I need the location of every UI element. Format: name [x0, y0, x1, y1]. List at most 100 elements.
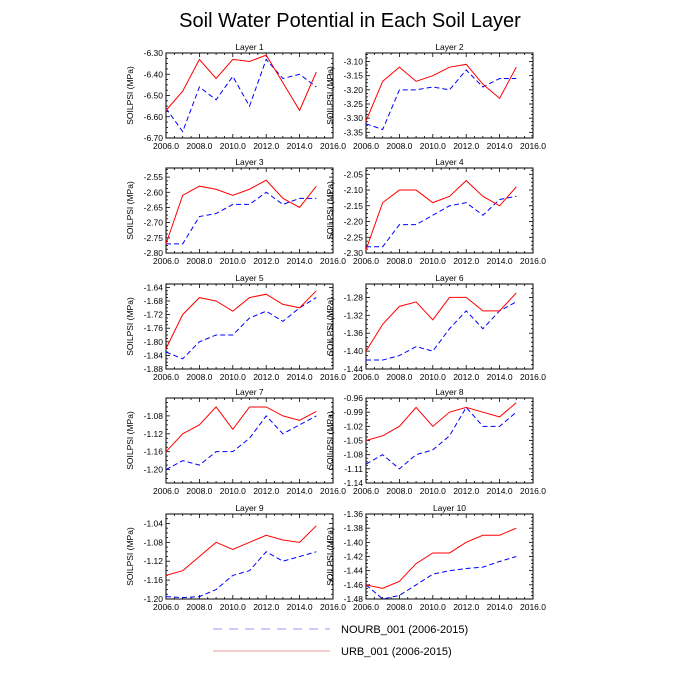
x-tick-label: 2016.0	[320, 141, 346, 151]
y-tick-label: -2.10	[344, 185, 364, 195]
series-line-nourb	[165, 415, 317, 471]
panel-title: Layer 8	[435, 387, 464, 397]
x-tick-label: 2012.0	[253, 602, 279, 612]
plot-frame	[365, 52, 534, 139]
panel-layer-1: Layer 1 2006.0 2008.0 2010.0 2012.0 2014.0 201…	[125, 42, 346, 151]
x-tick-label: 2010.0	[220, 141, 246, 151]
y-tick-label: -6.70	[144, 133, 164, 143]
series-line-nourb	[366, 195, 517, 248]
panel-title: Layer 4	[435, 157, 464, 167]
x-tick-label: 2014.0	[287, 141, 313, 151]
y-tick-label: -6.60	[144, 112, 164, 122]
x-tick-label: 2008.0	[186, 486, 212, 496]
y-tick-label: -2.20	[344, 217, 364, 227]
y-axis-label: SOILPSI (MPa)	[325, 66, 335, 125]
series-line-urb	[165, 290, 317, 349]
series-line-nourb	[366, 301, 517, 361]
y-axis-label: SOILPSI (MPa)	[125, 527, 135, 586]
y-tick-label: -1.14	[344, 478, 364, 488]
y-axis-label: SOILPSI (MPa)	[325, 527, 335, 586]
x-tick-label: 2014.0	[287, 602, 313, 612]
x-tick-label: 2014.0	[487, 141, 513, 151]
y-tick-label: -1.32	[344, 310, 364, 320]
y-tick-label: -1.08	[144, 411, 164, 421]
series-line-urb	[365, 179, 517, 251]
y-tick-label: -2.30	[344, 248, 364, 258]
y-tick-label: -1.08	[144, 537, 164, 547]
y-tick-label: -2.05	[344, 169, 364, 179]
y-tick-label: -1.46	[344, 580, 364, 590]
x-tick-label: 2008.0	[186, 256, 212, 266]
panel-title: Layer 7	[235, 387, 264, 397]
legend-nourb-label: NOURB_001 (2006-2015)	[341, 624, 468, 636]
panel-title: Layer 6	[435, 273, 464, 283]
x-tick-label: 2016.0	[320, 372, 346, 382]
plot-frame	[365, 513, 534, 600]
x-tick-label: 2010.0	[420, 372, 446, 382]
y-tick-label: -3.35	[344, 127, 364, 137]
panel-layer-4: Layer 4 2006.0 2008.0 2010.0 2012.0 2014.0 201…	[325, 157, 546, 266]
panel-layer-5: Layer 5 2006.0 2008.0 2010.0 2012.0 2014.0 201…	[125, 273, 346, 382]
x-tick-label: 2008.0	[386, 486, 412, 496]
panel-layer-3: Layer 3 2006.0 2008.0 2010.0 2012.0 2014.0 201…	[125, 157, 346, 266]
y-tick-label: -1.36	[344, 328, 364, 338]
plot-frame	[365, 397, 534, 484]
y-tick-label: -1.20	[144, 465, 164, 475]
y-tick-label: -6.30	[144, 48, 164, 58]
series-line-nourb	[165, 58, 317, 133]
y-tick-label: -1.40	[344, 346, 364, 356]
x-tick-label: 2014.0	[287, 486, 313, 496]
y-tick-label: -3.25	[344, 99, 364, 109]
series-line-urb	[165, 179, 317, 245]
y-axis-label: SOILPSI (MPa)	[125, 411, 135, 470]
x-tick-label: 2012.0	[453, 486, 479, 496]
y-tick-label: -1.04	[144, 518, 164, 528]
x-tick-label: 2012.0	[453, 141, 479, 151]
x-tick-label: 2008.0	[386, 256, 412, 266]
y-tick-label: -3.15	[344, 71, 364, 81]
plot-frame	[165, 397, 334, 484]
series-line-urb	[365, 63, 517, 122]
y-axis-label: SOILPSI (MPa)	[125, 66, 135, 125]
y-axis-label: SOILPSI (MPa)	[125, 297, 135, 356]
y-tick-label: -2.65	[144, 202, 164, 212]
x-tick-label: 2016.0	[320, 602, 346, 612]
panels: Layer 1 2006.0 2008.0 2010.0 2012.0 2014.0 201…	[125, 42, 546, 612]
series-line-nourb	[365, 556, 517, 600]
y-tick-label: -1.12	[144, 429, 164, 439]
panel-layer-9: Layer 9 2006.0 2008.0 2010.0 2012.0 2014.0 201…	[125, 503, 346, 612]
y-tick-label: -1.44	[344, 364, 364, 374]
y-axis-label: SOILPSI (MPa)	[125, 181, 135, 240]
x-tick-label: 2012.0	[453, 256, 479, 266]
x-tick-label: 2012.0	[253, 256, 279, 266]
x-tick-label: 2010.0	[220, 256, 246, 266]
y-axis-label: SOILPSI (MPa)	[325, 297, 335, 356]
y-tick-label: -1.76	[144, 323, 164, 333]
series-line-urb	[365, 527, 517, 589]
panel-layer-8: Layer 8 2006.0 2008.0 2010.0 2012.0 2014.0 201…	[325, 387, 546, 496]
x-tick-label: 2012.0	[453, 602, 479, 612]
y-tick-label: -0.96	[344, 393, 364, 403]
x-tick-label: 2016.0	[320, 256, 346, 266]
x-tick-label: 2006.0	[153, 141, 179, 151]
x-tick-label: 2006.0	[153, 372, 179, 382]
x-tick-label: 2016.0	[520, 372, 546, 382]
y-tick-label: -2.80	[144, 248, 164, 258]
y-tick-label: -6.40	[144, 69, 164, 79]
x-tick-label: 2006.0	[353, 141, 379, 151]
x-tick-label: 2010.0	[420, 256, 446, 266]
legend-urb-label: URB_001 (2006-2015)	[341, 646, 452, 658]
y-axis-label: SOILPSI (MPa)	[325, 181, 335, 240]
x-tick-label: 2006.0	[153, 256, 179, 266]
panel-title: Layer 3	[235, 157, 264, 167]
x-tick-label: 2006.0	[353, 486, 379, 496]
y-tick-label: -3.30	[344, 113, 364, 123]
y-tick-label: -0.99	[344, 407, 364, 417]
y-tick-label: -1.36	[344, 509, 364, 519]
y-tick-label: -1.02	[344, 421, 364, 431]
x-tick-label: 2014.0	[287, 372, 313, 382]
x-tick-label: 2016.0	[520, 256, 546, 266]
x-tick-label: 2008.0	[186, 372, 212, 382]
y-axis-label: SOILPSI (MPa)	[325, 411, 335, 470]
figure-title: Soil Water Potential in Each Soil Layer	[179, 10, 521, 32]
